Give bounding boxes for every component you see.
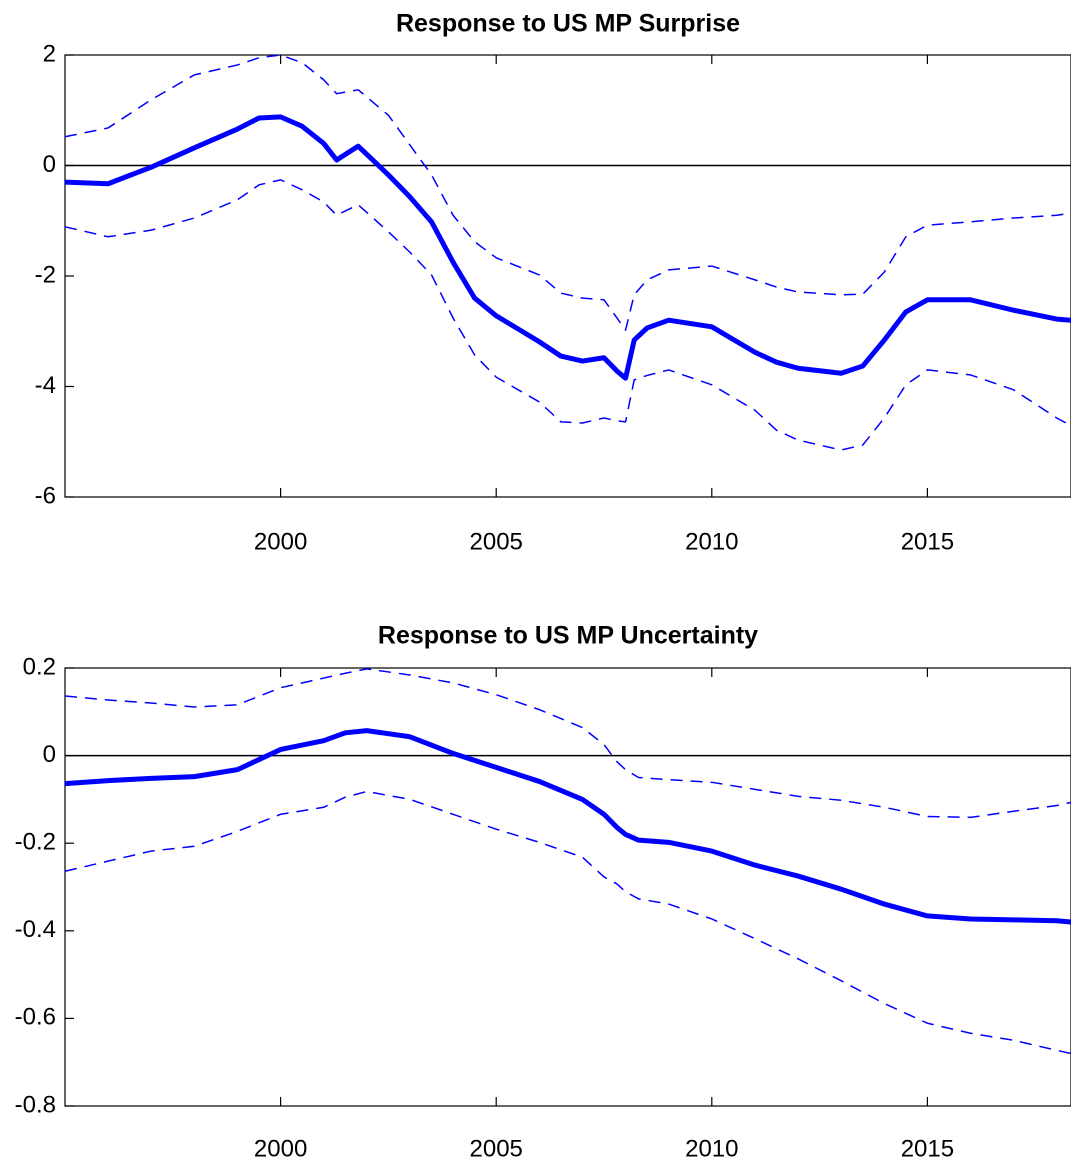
x-tick-label: 2000 — [254, 528, 307, 555]
y-tick-label: 0 — [43, 151, 56, 178]
band-line — [64, 790, 1071, 1055]
y-tick-label: 2 — [43, 40, 56, 67]
y-tick-label: 0.2 — [23, 653, 56, 680]
y-tick-label: -0.8 — [15, 1091, 56, 1118]
y-tick-label: -6 — [35, 482, 56, 509]
y-tick-label: 0 — [43, 741, 56, 768]
chart-title: Response to US MP Uncertainty — [378, 622, 758, 650]
response-line — [64, 114, 1071, 381]
plot-frame — [64, 667, 1071, 1107]
y-tick-label: -2 — [35, 261, 56, 288]
y-tick-label: -0.2 — [15, 829, 56, 856]
x-tick-label: 2005 — [470, 1135, 523, 1162]
x-tick-label: 2015 — [901, 528, 954, 555]
y-tick-label: -0.4 — [15, 916, 56, 943]
band-line — [64, 668, 1071, 819]
x-tick-label: 2010 — [685, 1135, 738, 1162]
band-line — [64, 54, 1071, 331]
x-tick-label: 2000 — [254, 1135, 307, 1162]
y-tick-label: -0.6 — [15, 1004, 56, 1031]
x-tick-label: 2015 — [901, 1135, 954, 1162]
chart-title: Response to US MP Surprise — [396, 10, 740, 38]
plot-frame — [64, 54, 1071, 498]
x-tick-label: 2010 — [685, 528, 738, 555]
band-line — [64, 179, 1071, 451]
x-tick-label: 2005 — [470, 528, 523, 555]
response-line — [64, 728, 1071, 925]
y-tick-label: -4 — [35, 372, 56, 399]
